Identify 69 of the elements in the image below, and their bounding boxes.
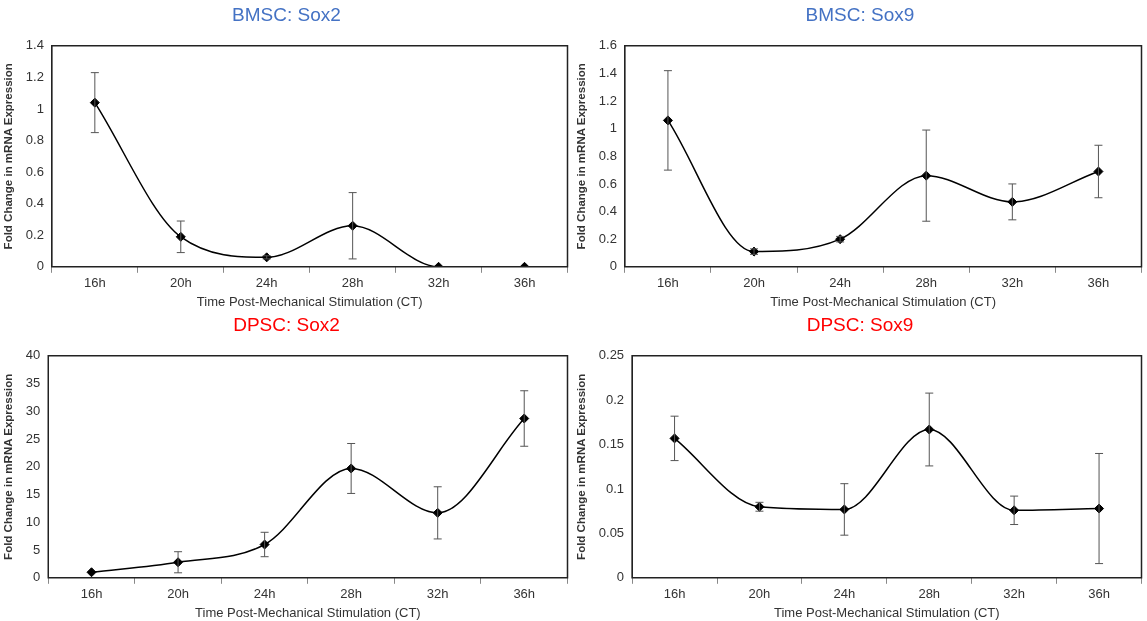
x-tick-label: 24h [829, 275, 851, 291]
x-tick-label: 28h [341, 275, 364, 291]
x-tick-label: 16h [83, 275, 106, 291]
y-axis-title: Fold Change in mRNA Expression [575, 63, 588, 250]
x-tick-label: 24h [833, 586, 856, 602]
y-axis-title: Fold Change in mRNA Expression [575, 373, 588, 560]
y-tick-label: 0.8 [25, 132, 44, 148]
y-tick-label: 35 [25, 375, 41, 391]
y-tick-label: 0.2 [25, 226, 44, 242]
y-tick-label: 1.2 [25, 68, 44, 84]
x-tick-label: 36h [1087, 275, 1110, 291]
y-tick-label: 0 [36, 258, 44, 274]
y-tick-label: 40 [25, 347, 41, 363]
y-tick-label: 20 [25, 458, 41, 474]
x-tick-label: 28h [918, 586, 941, 602]
y-tick-label: 30 [25, 402, 41, 418]
y-tick-label: 0.1 [606, 480, 625, 496]
x-tick-label: 28h [340, 586, 362, 602]
y-tick-label: 0.8 [598, 147, 617, 163]
y-tick-label: 25 [25, 430, 41, 446]
x-tick-label: 16h [80, 586, 103, 602]
y-tick-label: 0.6 [598, 175, 617, 191]
x-tick-label: 36h [513, 275, 536, 291]
y-tick-label: 0.25 [598, 347, 625, 363]
y-axis-title: Fold Change in mRNA Expression [2, 63, 15, 250]
x-tick-label: 20h [743, 275, 765, 291]
y-tick-label: 1.4 [598, 65, 617, 80]
x-tick-label: 32h [426, 586, 449, 602]
y-tick-label: 1.4 [25, 37, 44, 53]
y-tick-label: 0.4 [598, 203, 617, 219]
x-tick-label: 24h [253, 586, 276, 602]
y-tick-label: 0.6 [25, 163, 44, 179]
x-tick-label: 32h [1001, 275, 1024, 291]
point [86, 567, 97, 578]
x-axis-title: Time Post-Mechanical Stimulation (CT) [195, 604, 421, 620]
y-tick-label: 5 [33, 541, 41, 557]
x-tick-label: 32h [1003, 586, 1025, 602]
y-tick-label: 0.05 [598, 524, 625, 540]
y-tick-label: 1 [609, 120, 617, 136]
y-tick-label: 15 [25, 486, 41, 502]
y-tick-label: 0.2 [606, 391, 625, 407]
x-axis-title: Time Post-Mechanical Stimulation (CT) [196, 293, 423, 309]
x-tick-label: 20h [748, 586, 771, 602]
y-tick-label: 1.2 [598, 92, 617, 108]
x-tick-label: 36h [1088, 586, 1110, 602]
x-tick-label: 36h [513, 586, 536, 602]
x-axis-title: Time Post-Mechanical Stimulation (CT) [773, 604, 1000, 620]
x-tick-label: 16h [657, 275, 679, 291]
y-tick-label: 1 [36, 100, 44, 116]
y-tick-label: 0 [616, 569, 625, 585]
x-tick-label: 28h [915, 275, 938, 291]
chart-title: BMSC: Sox9 [804, 4, 916, 26]
x-tick-label: 20h [169, 275, 192, 291]
chart-title: DPSC: Sox9 [805, 314, 915, 336]
x-tick-label: 16h [663, 586, 686, 602]
x-tick-label: 24h [255, 275, 278, 291]
x-tick-label: 32h [427, 275, 450, 291]
y-tick-label: 1.6 [598, 37, 617, 53]
y-tick-label: 10 [25, 513, 41, 529]
chart-title: DPSC: Sox2 [232, 314, 341, 336]
x-axis-title: Time Post-Mechanical Stimulation (CT) [770, 293, 997, 309]
y-tick-label: 0 [609, 258, 617, 274]
y-axis-title: Fold Change in mRNA Expression [2, 373, 15, 560]
y-tick-label: 0.4 [25, 195, 44, 211]
y-tick-label: 0.2 [598, 230, 617, 246]
x-tick-label: 20h [167, 586, 189, 602]
y-tick-label: 0 [33, 569, 41, 585]
chart-title: BMSC: Sox2 [231, 4, 342, 26]
y-tick-label: 0.15 [598, 436, 625, 452]
